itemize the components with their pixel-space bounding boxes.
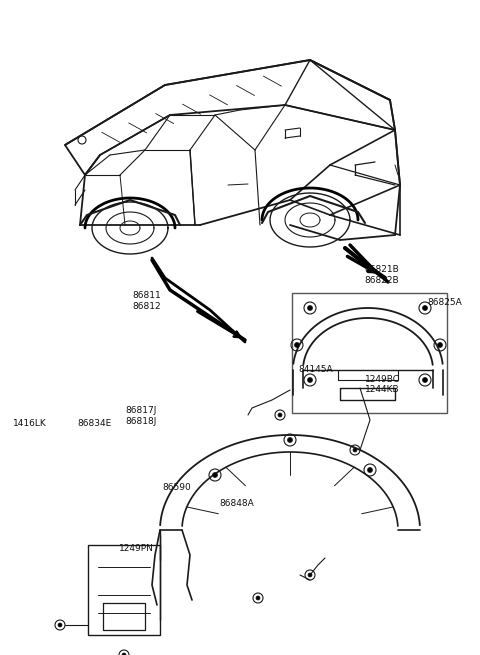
Circle shape [213, 472, 217, 477]
Circle shape [58, 623, 62, 627]
Text: 1249BC
1244KB: 1249BC 1244KB [365, 375, 400, 394]
Circle shape [353, 448, 357, 452]
Text: 86848A: 86848A [220, 499, 254, 508]
Circle shape [122, 653, 126, 655]
Bar [292, 293, 447, 413]
Circle shape [278, 413, 282, 417]
Circle shape [308, 573, 312, 577]
Text: 86817J
86818J: 86817J 86818J [126, 406, 157, 426]
Text: 86590: 86590 [162, 483, 191, 492]
Text: 86811
86812: 86811 86812 [132, 291, 161, 311]
Circle shape [308, 305, 312, 310]
Text: 1249PN: 1249PN [119, 544, 154, 553]
Circle shape [256, 596, 260, 600]
Text: 1416LK: 1416LK [13, 419, 47, 428]
Circle shape [288, 438, 292, 443]
Circle shape [308, 377, 312, 383]
Circle shape [422, 305, 428, 310]
Text: 86834E: 86834E [78, 419, 112, 428]
Text: 86821B
86822B: 86821B 86822B [365, 265, 399, 285]
Circle shape [437, 343, 443, 348]
Circle shape [295, 343, 300, 348]
Text: 86825A: 86825A [427, 298, 462, 307]
Bar [88, 545, 160, 635]
Circle shape [368, 468, 372, 472]
Text: 84145A: 84145A [299, 365, 333, 375]
Circle shape [422, 377, 428, 383]
